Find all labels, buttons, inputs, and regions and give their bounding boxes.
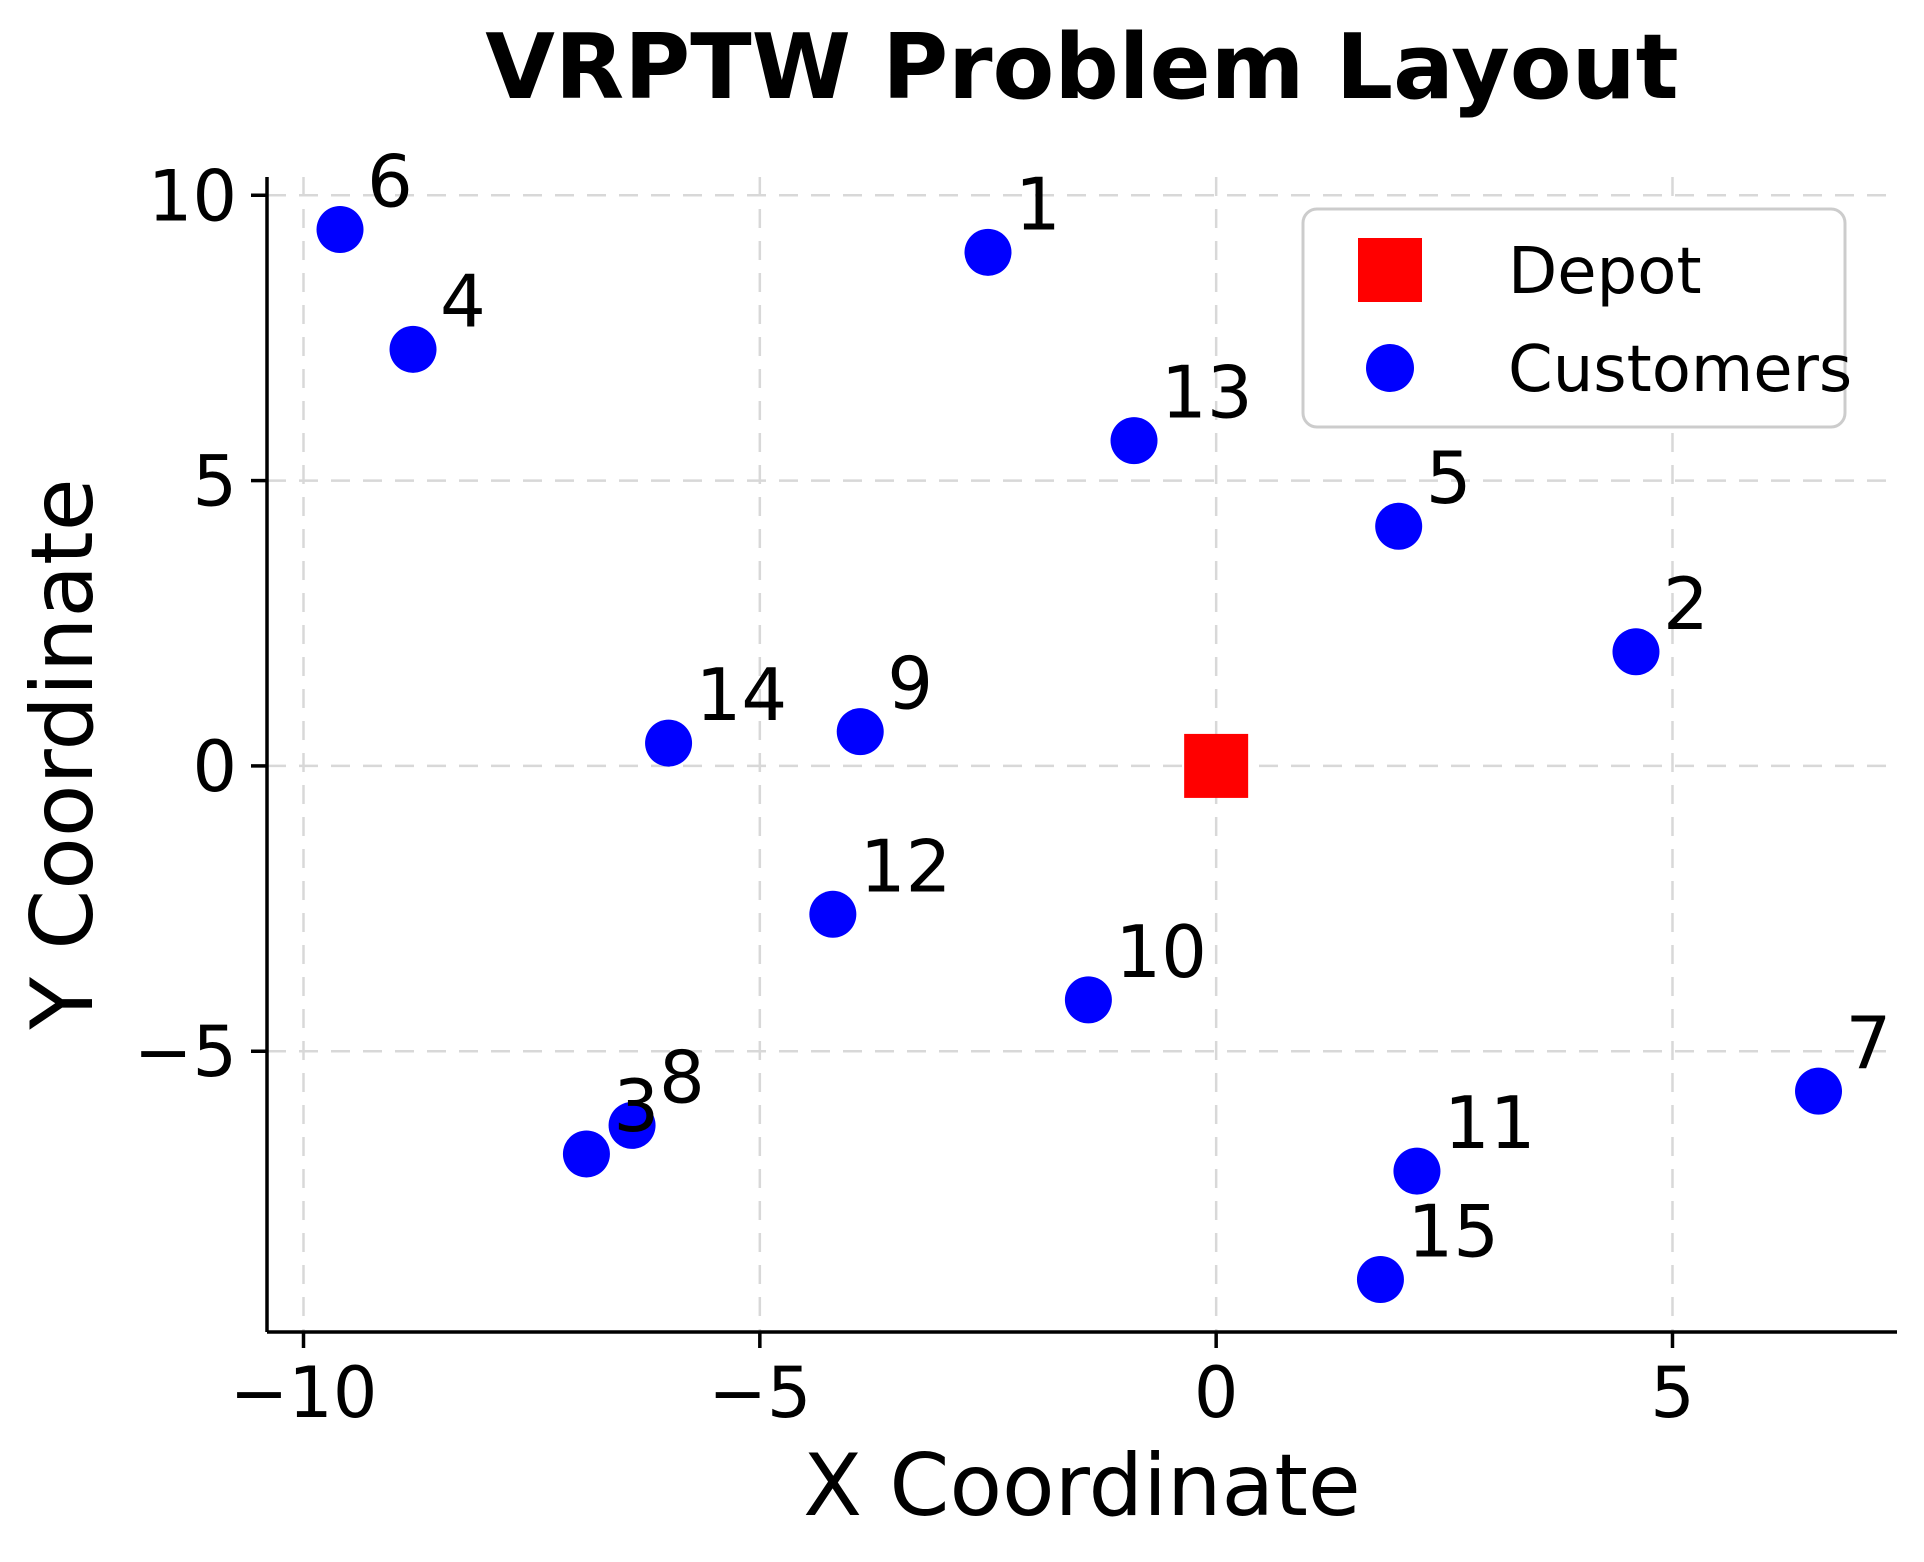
customer-point-11 bbox=[1393, 1147, 1441, 1195]
legend-customers-swatch-icon bbox=[1366, 344, 1414, 392]
customer-point-7 bbox=[1795, 1067, 1843, 1115]
chart-title: VRPTW Problem Layout bbox=[485, 15, 1678, 120]
y-tick-label-5: 5 bbox=[192, 441, 237, 523]
customer-point-6 bbox=[316, 206, 364, 253]
customer-label-8: 8 bbox=[659, 1035, 705, 1119]
customer-point-2 bbox=[1612, 628, 1660, 676]
customer-point-5 bbox=[1375, 502, 1423, 550]
customer-label-6: 6 bbox=[367, 140, 413, 224]
y-tick-label--5: −5 bbox=[134, 1011, 237, 1093]
customer-label-13: 13 bbox=[1161, 351, 1253, 435]
customer-point-14 bbox=[645, 719, 693, 767]
customer-label-1: 1 bbox=[1015, 162, 1061, 246]
customer-label-15: 15 bbox=[1407, 1190, 1499, 1274]
x-tick-label--10: −10 bbox=[230, 1352, 378, 1434]
customer-label-2: 2 bbox=[1663, 562, 1709, 646]
legend-box bbox=[1301, 207, 1847, 429]
customer-point-8 bbox=[608, 1101, 656, 1149]
y-tick-label-0: 0 bbox=[192, 726, 237, 808]
data-points bbox=[316, 206, 1843, 1303]
x-axis-label: X Coordinate bbox=[803, 1436, 1361, 1536]
depot-marker bbox=[1184, 733, 1249, 798]
y-axis-label: Y Coordinate bbox=[13, 478, 113, 1030]
legend-customers-label: Customers bbox=[1508, 333, 1852, 407]
customer-point-13 bbox=[1110, 417, 1158, 465]
customer-label-3: 3 bbox=[613, 1064, 659, 1148]
legend-depot-swatch-icon bbox=[1358, 238, 1422, 302]
customer-point-3 bbox=[562, 1130, 610, 1178]
customer-label-11: 11 bbox=[1444, 1081, 1536, 1165]
customer-point-9 bbox=[836, 708, 884, 756]
customer-point-12 bbox=[809, 890, 857, 938]
axis-spines bbox=[265, 177, 1897, 1334]
x-tick-label-5: 5 bbox=[1650, 1352, 1695, 1434]
customer-label-12: 12 bbox=[860, 824, 952, 908]
customer-label-10: 10 bbox=[1115, 910, 1207, 994]
customer-label-5: 5 bbox=[1426, 436, 1472, 520]
customer-point-1 bbox=[964, 228, 1012, 276]
legend-depot-label: Depot bbox=[1508, 235, 1702, 309]
x-tick-label-0: 0 bbox=[1194, 1352, 1239, 1434]
axis-ticks: −10 −5 0 5 −5 0 5 10 bbox=[134, 155, 1695, 1434]
customer-label-7: 7 bbox=[1846, 1001, 1892, 1085]
customer-point-10 bbox=[1064, 976, 1112, 1024]
legend: Depot Customers bbox=[1301, 207, 1852, 429]
customer-label-14: 14 bbox=[696, 653, 788, 737]
y-tick-label-10: 10 bbox=[148, 155, 237, 237]
customer-label-9: 9 bbox=[887, 642, 933, 726]
customer-point-4 bbox=[389, 325, 437, 373]
customer-label-4: 4 bbox=[440, 259, 486, 343]
customer-point-15 bbox=[1356, 1256, 1404, 1303]
x-tick-label--5: −5 bbox=[708, 1352, 811, 1434]
